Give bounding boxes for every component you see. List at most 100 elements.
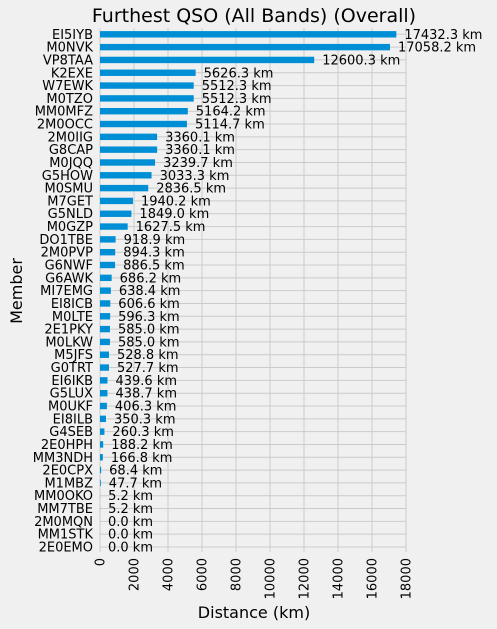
bar <box>100 389 108 397</box>
data-label: 5512.3 km <box>202 92 272 107</box>
bar <box>100 261 116 269</box>
category-label: 2E1PKY <box>44 323 93 338</box>
data-label: 5164.2 km <box>196 105 266 120</box>
category-label: MM1STK <box>38 528 94 543</box>
bar <box>100 313 111 320</box>
data-label: 1849.0 km <box>139 207 209 222</box>
category-label: M0LTE <box>52 310 93 325</box>
category-label: M0NVK <box>46 41 93 56</box>
data-label: 606.6 km <box>118 297 180 312</box>
x-tick-label: 10000 <box>264 558 279 599</box>
category-label: M5JFS <box>54 348 93 363</box>
data-label: 585.0 km <box>118 323 180 338</box>
bar <box>100 210 132 217</box>
category-label: G0TRT <box>51 361 93 376</box>
data-label: 1940.2 km <box>141 194 211 209</box>
bar <box>100 95 194 102</box>
data-label: 918.9 km <box>124 233 186 248</box>
data-label: 0.0 km <box>108 515 153 530</box>
category-label: G8CAP <box>49 143 93 158</box>
data-label: 1627.5 km <box>136 220 206 235</box>
category-label: G5NLD <box>48 207 93 222</box>
data-label: 17058.2 km <box>398 41 476 56</box>
category-label: MM7TBE <box>37 502 93 517</box>
bar <box>100 82 194 89</box>
data-label: 638.4 km <box>119 284 181 299</box>
x-tick-label: 8000 <box>230 558 245 591</box>
data-label: 17432.3 km <box>404 28 482 43</box>
data-label: 3239.7 km <box>163 156 233 171</box>
category-label: M7GET <box>47 194 93 209</box>
data-label: 2836.5 km <box>156 182 226 197</box>
bar <box>100 31 397 38</box>
category-label: W7EWK <box>42 79 93 94</box>
category-label: M1MBZ <box>44 476 93 491</box>
data-label: 5.2 km <box>108 502 153 517</box>
chart-title: Furthest QSO (All Bands) (Overall) <box>92 5 416 27</box>
data-label: 528.8 km <box>117 348 179 363</box>
bar <box>100 248 116 256</box>
bar <box>100 223 128 230</box>
category-label: VP8TAA <box>43 53 93 68</box>
data-label: 5114.7 km <box>195 118 265 133</box>
x-tick-label: 2000 <box>128 558 143 591</box>
data-label: 188.2 km <box>111 438 173 453</box>
x-tick-label: 0 <box>94 558 109 566</box>
bar <box>100 454 103 461</box>
data-label: 439.6 km <box>115 374 177 389</box>
data-label: 3033.3 km <box>160 169 230 184</box>
category-label: M0SMU <box>45 182 93 197</box>
category-label: MM3NDH <box>33 451 93 466</box>
bar <box>100 43 390 51</box>
x-tick-label: 4000 <box>162 558 177 591</box>
data-label: 260.3 km <box>112 425 174 440</box>
category-label: EI8ILB <box>53 412 93 427</box>
category-label: M0JQQ <box>49 156 93 171</box>
bar <box>100 377 108 384</box>
data-label: 0.0 km <box>108 528 153 543</box>
x-axis-label: Distance (km) <box>198 603 310 622</box>
x-tick-label: 6000 <box>196 558 211 591</box>
category-label: EI6IKB <box>51 374 93 389</box>
bar <box>100 120 187 128</box>
data-label: 596.3 km <box>118 310 180 325</box>
data-label: 12600.3 km <box>322 53 400 68</box>
y-axis-label: Member <box>7 258 26 324</box>
bar <box>100 108 188 115</box>
data-label: 438.7 km <box>115 387 177 402</box>
category-label: 2M0MQN <box>34 515 93 530</box>
category-label: EI5IYB <box>52 28 93 43</box>
data-label: 5626.3 km <box>204 66 274 81</box>
data-label: 47.7 km <box>109 476 162 491</box>
category-label: 2M0IIG <box>48 130 94 145</box>
category-label: 2M0OCC <box>37 118 93 133</box>
bar <box>100 466 102 474</box>
x-tick-label: 12000 <box>298 558 313 599</box>
category-label: 2E0EMO <box>39 541 93 556</box>
bar <box>100 274 112 282</box>
bar <box>100 351 109 358</box>
bar <box>100 325 110 333</box>
category-label: 2E0CPX <box>42 464 93 479</box>
x-tick-label: 16000 <box>366 558 381 599</box>
category-label: G5HOW <box>42 169 93 184</box>
category-label: MM0OKO <box>34 489 93 504</box>
data-label: 0.0 km <box>108 541 153 556</box>
bar <box>100 338 110 346</box>
data-label: 585.0 km <box>118 335 180 350</box>
data-label: 406.3 km <box>115 400 177 415</box>
data-label: 894.3 km <box>123 246 185 261</box>
data-label: 68.4 km <box>109 464 162 479</box>
bar <box>100 415 106 423</box>
data-label: 3360.1 km <box>165 130 235 145</box>
bar <box>100 184 149 192</box>
data-label: 350.3 km <box>114 412 176 427</box>
category-label: K2EXE <box>51 66 93 81</box>
category-labels: EI5IYBM0NVKVP8TAAK2EXEW7EWKM0TZOMM0MFZ2M… <box>33 28 94 556</box>
category-label: G6NWF <box>45 259 93 274</box>
bar <box>100 159 156 166</box>
category-label: M0GZP <box>47 220 93 235</box>
bar <box>100 428 105 435</box>
